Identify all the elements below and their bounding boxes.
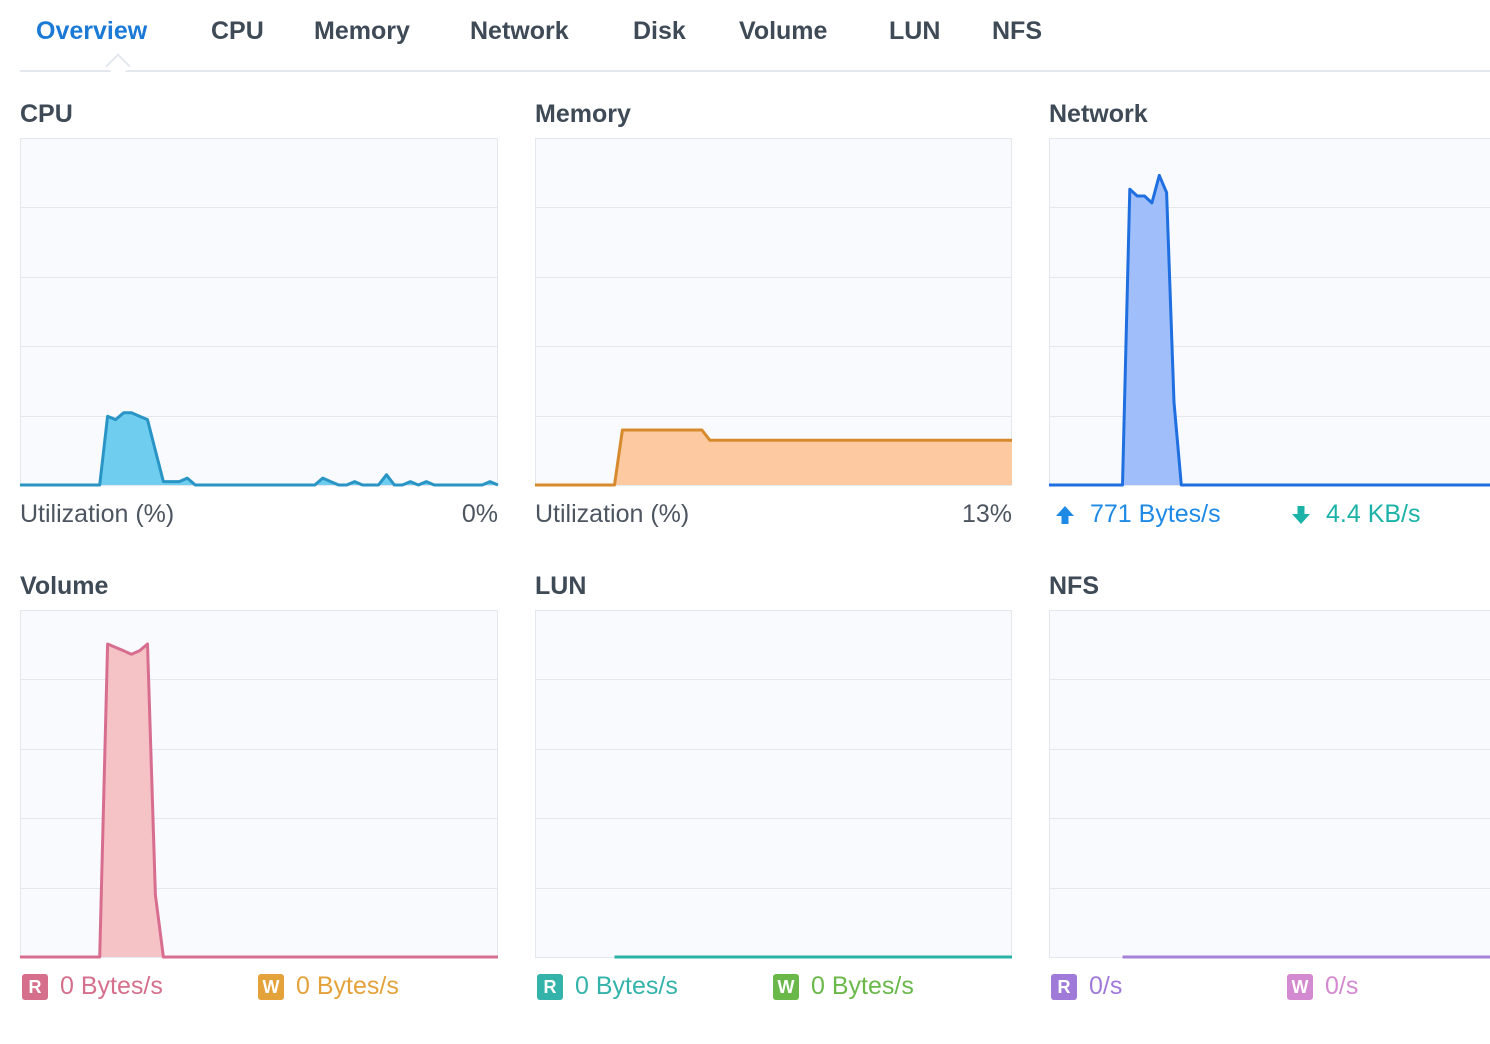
network-panel-title: Network bbox=[1049, 100, 1148, 128]
download-arrow-icon bbox=[1292, 505, 1310, 524]
lun-write-value: 0 Bytes/s bbox=[811, 972, 914, 1000]
memory-area bbox=[535, 430, 1012, 485]
volume-read-value: 0 Bytes/s bbox=[60, 972, 163, 1000]
network-download: 4.4 KB/s bbox=[1290, 500, 1421, 529]
network-area bbox=[1049, 175, 1490, 485]
tab-lun[interactable]: LUN bbox=[889, 17, 941, 45]
tab-volume[interactable]: Volume bbox=[739, 17, 828, 45]
read-badge: R bbox=[22, 973, 48, 1000]
memory-panel-title: Memory bbox=[535, 100, 631, 128]
nfs-read-value: 0/s bbox=[1089, 972, 1123, 1000]
lun-panel-title: LUN bbox=[535, 572, 587, 600]
memory-utilization-label: Utilization (%) bbox=[535, 500, 690, 528]
write-badge: W bbox=[773, 973, 799, 1000]
tab-overview[interactable]: Overview bbox=[36, 17, 148, 45]
read-badge: R bbox=[537, 973, 563, 1000]
cpu-area bbox=[20, 412, 498, 485]
write-badge: W bbox=[1287, 973, 1313, 1000]
nfs-chart bbox=[1049, 610, 1490, 959]
chart-background bbox=[20, 138, 498, 486]
chart-background bbox=[1049, 138, 1490, 486]
tab-memory[interactable]: Memory bbox=[314, 17, 410, 45]
upload-arrow-icon bbox=[1056, 505, 1074, 524]
lun-read: R 0 Bytes/s bbox=[537, 972, 678, 1001]
volume-read: R 0 Bytes/s bbox=[22, 972, 163, 1001]
network-download-value: 4.4 KB/s bbox=[1326, 500, 1421, 528]
tab-disk[interactable]: Disk bbox=[633, 17, 686, 45]
volume-write-value: 0 Bytes/s bbox=[296, 972, 399, 1000]
chart-background bbox=[20, 610, 498, 958]
cpu-utilization-value: 0% bbox=[461, 500, 498, 528]
network-upload: 771 Bytes/s bbox=[1054, 500, 1221, 529]
read-badge: R bbox=[1051, 973, 1077, 1000]
chart-background bbox=[1049, 610, 1490, 958]
tab-nfs[interactable]: NFS bbox=[992, 17, 1042, 45]
nfs-write-value: 0/s bbox=[1325, 972, 1359, 1000]
tab-cpu[interactable]: CPU bbox=[211, 17, 264, 45]
volume-write: W 0 Bytes/s bbox=[258, 972, 399, 1001]
tab-network[interactable]: Network bbox=[470, 17, 569, 45]
nfs-write: W 0/s bbox=[1287, 972, 1358, 1001]
cpu-panel-title: CPU bbox=[20, 100, 73, 128]
cpu-utilization-label: Utilization (%) bbox=[20, 500, 175, 528]
volume-panel-title: Volume bbox=[20, 572, 109, 600]
lun-chart bbox=[535, 610, 1013, 959]
volume-chart bbox=[19, 610, 499, 959]
network-upload-value: 771 Bytes/s bbox=[1090, 500, 1221, 528]
nfs-read: R 0/s bbox=[1051, 972, 1122, 1001]
memory-chart bbox=[534, 138, 1013, 487]
lun-write: W 0 Bytes/s bbox=[773, 972, 914, 1001]
chart-background bbox=[535, 610, 1012, 958]
nfs-panel-title: NFS bbox=[1049, 572, 1099, 600]
write-badge: W bbox=[258, 973, 284, 1000]
network-chart bbox=[1048, 138, 1490, 487]
memory-utilization-value: 13% bbox=[961, 500, 1012, 528]
active-tab-indicator bbox=[105, 53, 131, 79]
lun-read-value: 0 Bytes/s bbox=[575, 972, 678, 1000]
chart-background bbox=[535, 138, 1012, 486]
cpu-chart bbox=[19, 138, 499, 487]
tab-bar: Overview CPU Memory Network Disk Volume … bbox=[20, 0, 1490, 79]
volume-area bbox=[20, 644, 498, 957]
